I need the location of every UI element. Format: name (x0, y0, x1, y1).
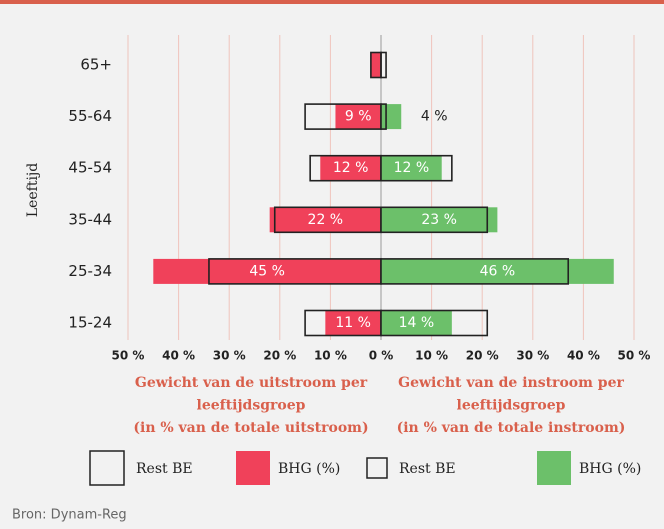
y-tick-label: 15-24 (68, 314, 112, 332)
legend-swatch (89, 450, 125, 486)
legend-label: Rest BE (136, 461, 193, 477)
x-axis-label: leeftijdsgroep (197, 398, 306, 414)
value-label: 22 % (308, 212, 344, 228)
y-tick-label: 35-44 (68, 210, 112, 228)
y-tick-label: 45-54 (68, 159, 112, 177)
legend-swatch (236, 451, 270, 485)
x-axis-label: (in % van de totale uitstroom) (133, 420, 368, 436)
value-label: 12 % (394, 160, 430, 176)
bar-outline (380, 309, 489, 337)
bar-outline (380, 51, 387, 79)
value-label: 14 % (399, 315, 435, 331)
value-label: 4 % (421, 109, 448, 125)
value-label: 23 % (421, 212, 457, 228)
top-rule (0, 0, 664, 4)
x-tick-label: 40 % (162, 349, 195, 363)
x-axis-label: Gewicht van de uitstroom per (135, 375, 368, 391)
bar-outline (380, 258, 570, 285)
bar (381, 104, 402, 130)
bar (320, 155, 381, 181)
bar-outline (380, 154, 453, 182)
x-tick-label: 20 % (263, 349, 296, 363)
bar-outline (380, 103, 387, 130)
bar-outline (380, 206, 489, 234)
x-axis-label: (in % van de totale instroom) (397, 420, 626, 436)
x-tick-label: 10 % (415, 349, 448, 363)
value-label: 12 % (333, 160, 369, 176)
source: Bron: Dynam-Reg (12, 508, 127, 523)
bar (381, 310, 452, 336)
x-tick-label: 30 % (516, 349, 549, 363)
x-tick-label: 50 % (112, 349, 145, 363)
legend-label: Rest BE (399, 461, 456, 477)
bar (381, 258, 614, 284)
bar (381, 207, 498, 233)
value-label: 46 % (480, 263, 516, 279)
y-tick-label: 25-34 (68, 262, 112, 280)
x-tick-label: 10 % (314, 349, 347, 363)
value-label: 45 % (249, 263, 285, 279)
legend-label: BHG (%) (278, 461, 340, 477)
x-tick-label: 50 % (618, 349, 651, 363)
value-label: 9 % (345, 109, 372, 125)
bar (370, 52, 381, 78)
bar (335, 104, 381, 130)
y-tick-label: 55-64 (68, 107, 112, 125)
x-axis-label: Gewicht van de instroom per (398, 375, 624, 391)
y-tick-label: 65+ (80, 56, 112, 74)
value-label: 11 % (335, 315, 371, 331)
bar (153, 258, 381, 284)
x-axis-label: leeftijdsgroep (457, 398, 566, 414)
bar (381, 155, 442, 181)
legend-swatch (366, 457, 388, 479)
legend-label: BHG (%) (579, 461, 641, 477)
y-axis-label: Leeftijd (25, 163, 41, 217)
bar (325, 310, 381, 336)
x-tick-label: 20 % (466, 349, 499, 363)
legend-swatch (537, 451, 571, 485)
x-tick-label: 40 % (567, 349, 600, 363)
x-tick-label: 30 % (213, 349, 246, 363)
x-tick-label: 0 % (369, 349, 394, 363)
bar (269, 207, 381, 233)
